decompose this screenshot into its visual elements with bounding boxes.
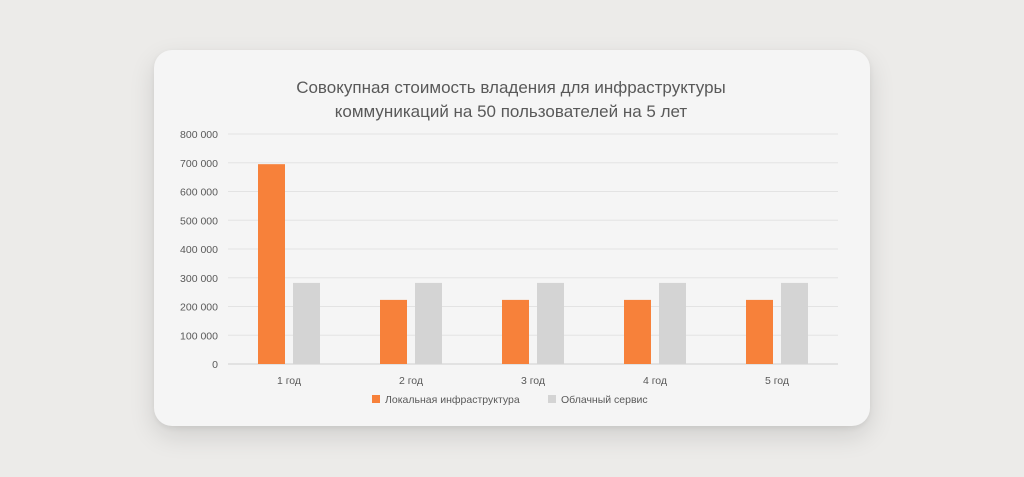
- chart-title-line-2: коммуникаций на 50 пользователей на 5 ле…: [335, 102, 688, 121]
- y-tick-label: 500 000: [180, 215, 218, 227]
- legend-swatch-local: [372, 395, 380, 403]
- gridlines: [228, 133, 838, 365]
- legend-swatch-cloud: [548, 395, 556, 403]
- bar-cloud-4: [659, 282, 686, 364]
- bars: [258, 164, 808, 364]
- bar-local-2: [380, 299, 407, 364]
- y-tick-label: 300 000: [180, 273, 218, 285]
- bar-local-4: [624, 299, 651, 364]
- bar-local-5: [746, 299, 773, 364]
- legend: Локальная инфраструктура Облачный сервис: [372, 394, 648, 406]
- x-axis-tick-labels: 1 год 2 год 3 год 4 год 5 год: [277, 375, 789, 387]
- x-tick-label: 2 год: [399, 375, 423, 387]
- bar-cloud-5: [781, 282, 808, 364]
- x-tick-label: 4 год: [643, 375, 667, 387]
- y-tick-label: 800 000: [180, 129, 218, 141]
- y-tick-label: 700 000: [180, 158, 218, 170]
- chart-title-line-1: Совокупная стоимость владения для инфрас…: [296, 78, 726, 97]
- bar-local-1: [258, 164, 285, 364]
- y-axis-tick-labels: 0 100 000 200 000 300 000 400 000 500 000 600 …: [180, 129, 218, 371]
- y-tick-label: 100 000: [180, 330, 218, 342]
- bar-cloud-1: [293, 282, 320, 364]
- y-tick-label: 400 000: [180, 244, 218, 256]
- bar-cloud-3: [537, 282, 564, 364]
- y-tick-label: 0: [212, 359, 218, 371]
- bar-local-3: [502, 299, 529, 364]
- x-tick-label: 3 год: [521, 375, 545, 387]
- chart-title: Совокупная стоимость владения для инфрас…: [296, 78, 726, 121]
- legend-label-local: Локальная инфраструктура: [385, 394, 520, 406]
- y-tick-label: 600 000: [180, 187, 218, 199]
- x-tick-label: 1 год: [277, 375, 301, 387]
- y-tick-label: 200 000: [180, 302, 218, 314]
- bar-cloud-2: [415, 282, 442, 364]
- legend-label-cloud: Облачный сервис: [561, 394, 648, 406]
- x-tick-label: 5 год: [765, 375, 789, 387]
